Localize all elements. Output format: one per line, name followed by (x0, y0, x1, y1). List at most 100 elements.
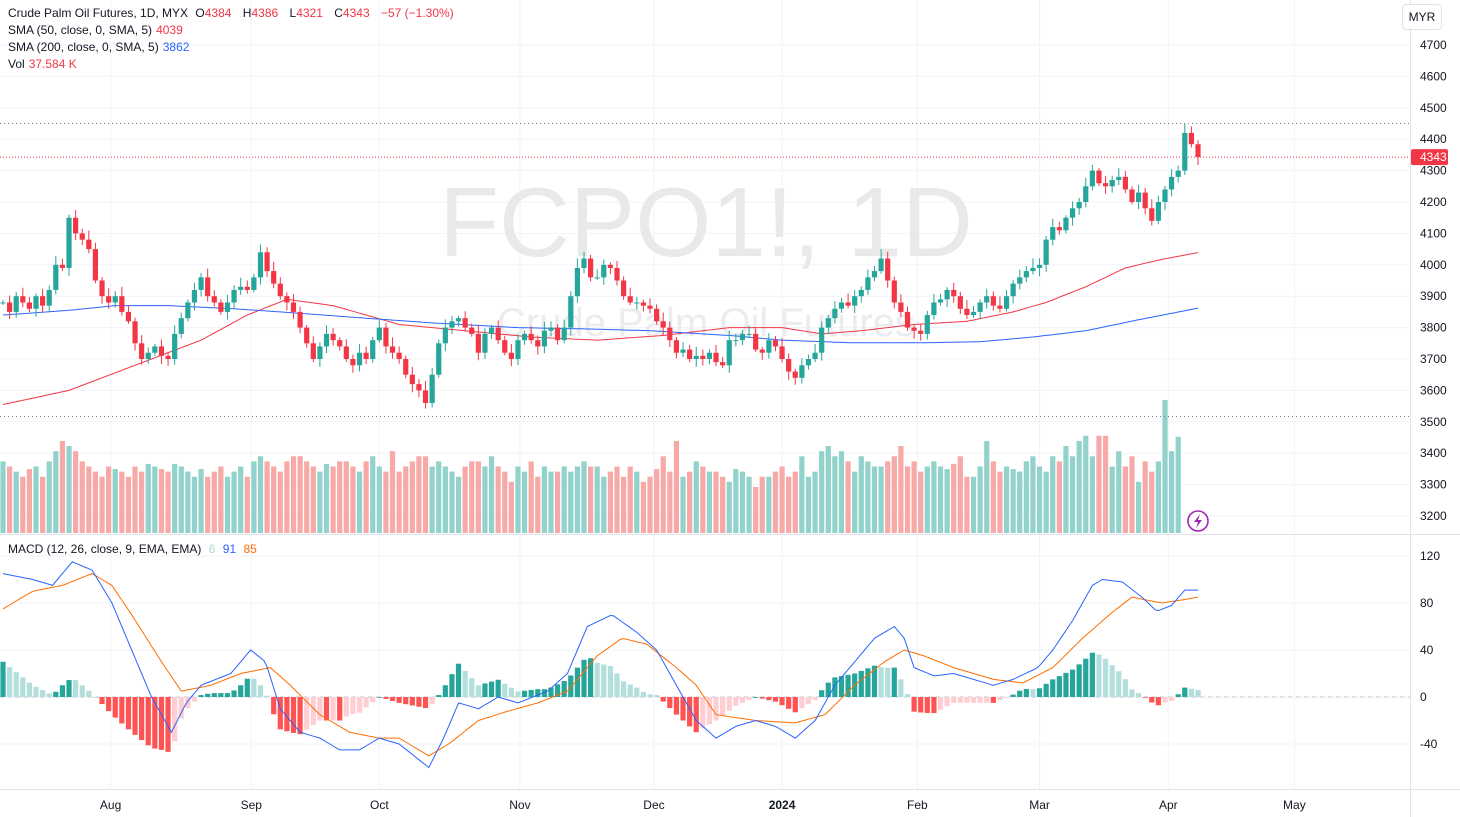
macd-histogram-bar (667, 697, 673, 709)
macd-histogram-bar (1168, 697, 1175, 701)
macd-histogram-bar (257, 685, 264, 697)
sma50-legend[interactable]: SMA (50, close, 0, SMA, 5) 4039 (8, 22, 458, 39)
candle (1056, 221, 1062, 235)
macd-histogram-bar (92, 697, 99, 698)
volume-bar (112, 469, 118, 533)
macd-tick-label: 0 (1420, 690, 1427, 704)
ohlc-high: H4386 (243, 6, 282, 20)
volume-bar (753, 486, 759, 533)
candle-body (356, 352, 363, 366)
macd-histogram-bar (838, 676, 845, 697)
volume-bar (158, 469, 165, 533)
volume-bar (878, 466, 884, 533)
candle (904, 306, 911, 332)
macd-histogram-bar (376, 697, 382, 698)
macd-histogram-bar (1102, 658, 1109, 697)
candle-body (403, 359, 409, 375)
macd-histogram-bar (53, 691, 59, 697)
candle (0, 299, 6, 305)
candle-body (871, 271, 878, 278)
candle-body (119, 296, 125, 312)
macd-histogram-bar (957, 697, 963, 703)
volume-bar (396, 471, 402, 533)
candle (1135, 185, 1142, 210)
macd-histogram-bar (739, 697, 746, 703)
macd-histogram-bar (713, 697, 719, 721)
candle-body (469, 327, 475, 334)
candle-body (838, 302, 845, 309)
candle (244, 280, 250, 294)
lightning-icon[interactable] (1187, 510, 1209, 532)
macd-histogram-bar (469, 678, 475, 697)
candle (541, 321, 547, 354)
candle (1043, 235, 1049, 272)
candle (957, 291, 963, 315)
macd-histogram-bar (898, 679, 904, 697)
symbol-legend[interactable]: Crude Palm Oil Futures, 1D, MYX O4384 H4… (8, 5, 458, 22)
volume-bar (264, 461, 270, 533)
candle (310, 336, 316, 363)
volume-bar (178, 466, 184, 533)
volume-legend[interactable]: Vol 37.584 K (8, 56, 458, 73)
volume-bar (152, 466, 158, 533)
volume-bar (1096, 435, 1102, 533)
price-tick-label: 4700 (1420, 38, 1447, 52)
volume-bar (838, 451, 845, 533)
volume-bar (521, 471, 528, 533)
volume-bar (957, 456, 963, 533)
volume-bar (238, 466, 244, 533)
candle (152, 343, 158, 357)
candle (1182, 123, 1188, 175)
candle (944, 287, 950, 308)
candle-body (139, 343, 145, 359)
candle (73, 210, 79, 240)
currency-button[interactable]: MYR (1402, 4, 1442, 30)
volume-bar (825, 446, 831, 533)
candle (713, 344, 719, 367)
macd-histogram-bar (297, 697, 303, 735)
candle-body (330, 333, 336, 341)
candle (323, 325, 330, 354)
volume-bar (403, 466, 409, 533)
candle-body (389, 346, 396, 353)
candle (66, 214, 72, 276)
macd-histogram-bar (13, 672, 19, 697)
candle (977, 299, 983, 320)
candle-body (1155, 202, 1161, 221)
candle-body (812, 352, 818, 359)
candle (238, 277, 244, 295)
candle-body (508, 352, 514, 359)
macd-histogram-bar (561, 681, 567, 697)
sma200-legend[interactable]: SMA (200, close, 0, SMA, 5) 3862 (8, 39, 458, 56)
volume-bar (508, 481, 514, 533)
macd-legend[interactable]: MACD (12, 26, close, 9, EMA, EMA) 6 91 8… (8, 541, 261, 558)
volume-bar (990, 461, 996, 533)
candle-body (528, 333, 534, 341)
candle (759, 347, 765, 360)
candle-body (73, 217, 79, 234)
candle (805, 354, 812, 370)
macd-histogram-bar (1050, 679, 1056, 697)
candle (634, 296, 640, 310)
candle (356, 343, 363, 372)
volume-bar (1030, 456, 1036, 533)
macd-histogram-bar (799, 697, 805, 709)
price-tick-label: 3400 (1420, 446, 1447, 460)
candle (819, 321, 825, 361)
volume-bar (693, 461, 699, 533)
candle (535, 335, 541, 355)
volume-bar (581, 461, 587, 533)
macd-histogram-bar (627, 684, 633, 697)
candle (191, 282, 198, 311)
candle (871, 266, 878, 282)
candle-body (449, 321, 455, 328)
volume-bar (145, 463, 151, 533)
candle-body (1129, 189, 1135, 202)
candle-body (904, 311, 911, 328)
candle (205, 268, 211, 302)
candle-body (1023, 271, 1029, 278)
candle (1017, 269, 1023, 290)
macd-histogram-bar (317, 697, 323, 721)
macd-histogram-bar (654, 695, 660, 697)
